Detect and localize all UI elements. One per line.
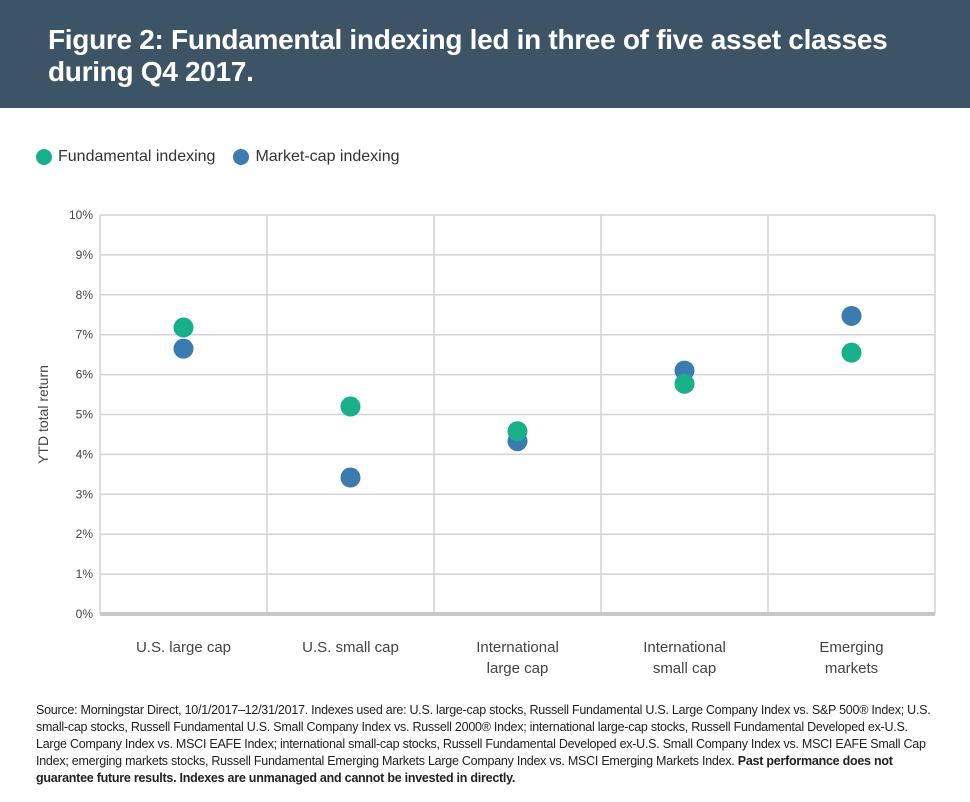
x-category-label: U.S. small cap (302, 639, 399, 656)
x-category-label-line: U.S. large cap (136, 639, 231, 656)
legend-swatch-fundamental (36, 149, 52, 165)
point-fundamental (841, 342, 862, 363)
y-tick-label: 9% (76, 248, 94, 262)
x-category-label-line: International (476, 639, 559, 656)
point-market-cap (841, 305, 862, 326)
y-tick-label: 8% (76, 288, 94, 302)
point-fundamental (340, 396, 361, 417)
y-tick-label: 2% (76, 527, 94, 541)
x-category-label: Emerging markets (819, 639, 883, 677)
figure-title: Figure 2: Fundamental indexing led in th… (48, 24, 888, 87)
y-tick-label: 1% (76, 567, 94, 581)
chart-legend: Fundamental indexing Market-cap indexing (36, 148, 418, 166)
y-tick-label: 7% (76, 328, 94, 342)
x-category-label-line: Emerging (819, 639, 883, 656)
point-market-cap (340, 467, 361, 488)
y-tick-label: 0% (76, 607, 94, 621)
legend-item-market-cap: Market-cap indexing (233, 148, 400, 166)
point-fundamental (507, 421, 528, 442)
legend-swatch-market-cap (233, 149, 250, 165)
point-market-cap (173, 338, 194, 359)
x-category-label-line: U.S. small cap (302, 639, 399, 656)
x-category-label-line: markets (825, 660, 878, 677)
source-text: Source: Morningstar Direct, 10/1/2017–12… (36, 703, 931, 768)
x-category-label: International large cap (476, 639, 559, 677)
legend-item-fundamental: Fundamental indexing (36, 148, 215, 166)
x-category-label: International small cap (643, 639, 726, 677)
header-banner: Figure 2: Fundamental indexing led in th… (0, 0, 970, 108)
y-axis-label: YTD total return (35, 365, 51, 464)
point-fundamental (173, 317, 194, 338)
legend-label-market-cap: Market-cap indexing (255, 148, 400, 165)
y-tick-label: 5% (76, 408, 94, 422)
y-tick-label: 4% (76, 447, 94, 461)
point-fundamental (674, 373, 695, 394)
scatter-chart: 0% 1% 2% 3% 4% 5% 6% 7% 8% 9% 10% YTD total return U… (35, 208, 936, 677)
y-tick-label: 10% (69, 208, 93, 222)
y-tick-label: 6% (76, 368, 94, 382)
x-category-label-line: International (643, 639, 726, 656)
x-category-label-line: large cap (487, 660, 549, 677)
legend-label-fundamental: Fundamental indexing (58, 148, 216, 165)
y-tick-label: 3% (76, 487, 94, 501)
disclaimer-text: Past performance does not guarantee futu… (36, 754, 893, 785)
source-note: Source: Morningstar Direct, 10/1/2017–12… (36, 702, 941, 787)
x-category-label: U.S. large cap (136, 639, 231, 656)
x-category-label-line: small cap (653, 660, 716, 677)
